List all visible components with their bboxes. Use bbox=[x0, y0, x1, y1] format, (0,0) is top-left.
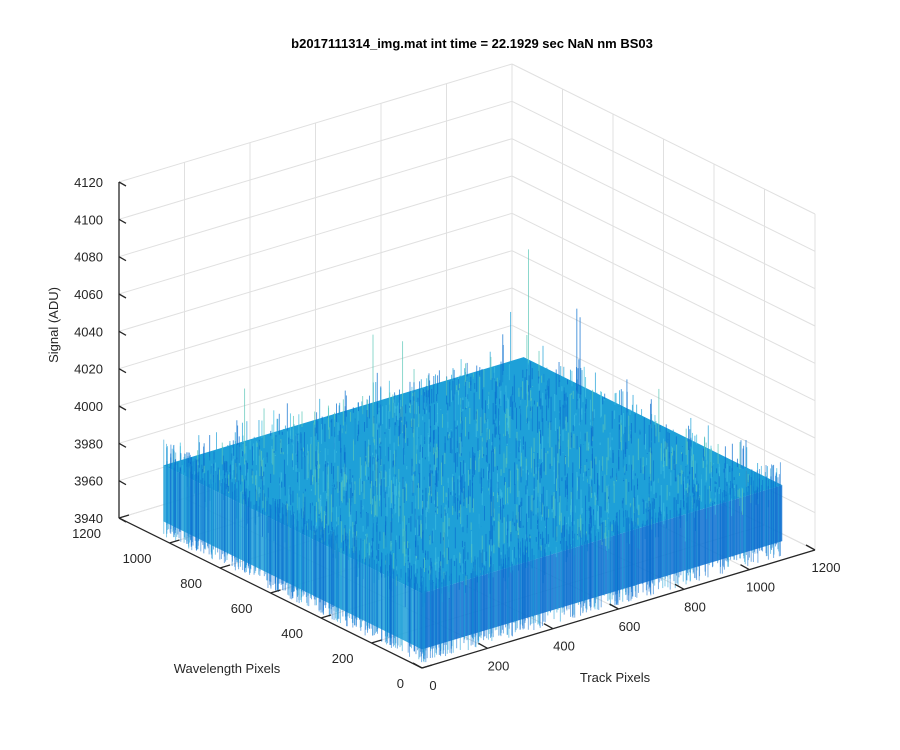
y-tick-mark bbox=[320, 614, 332, 619]
z-tick-label: 4100 bbox=[74, 212, 103, 227]
y-tick-mark bbox=[371, 639, 382, 644]
y-tick-label: 800 bbox=[180, 576, 202, 591]
z-tick-mark bbox=[118, 181, 127, 187]
y-tick-mark bbox=[169, 539, 180, 544]
x-tick-labels: 0 200 400 600 800 1000 1200 bbox=[412, 544, 841, 693]
x-axis-label: Track Pixels bbox=[580, 670, 651, 685]
z-axis-label: Signal (ADU) bbox=[46, 287, 61, 363]
x-tick-label: 1200 bbox=[812, 560, 841, 575]
y-tick-label: 400 bbox=[281, 626, 303, 641]
y-tick-label: 200 bbox=[332, 651, 354, 666]
x-tick-label: 800 bbox=[684, 599, 706, 614]
y-tick-label: 1200 bbox=[72, 526, 101, 541]
y-tick-label: 1000 bbox=[123, 551, 152, 566]
x-tick-label: 400 bbox=[553, 639, 575, 654]
x-tick-mark bbox=[412, 662, 423, 669]
z-tick-label: 3960 bbox=[74, 474, 103, 489]
x-tick-mark bbox=[543, 623, 554, 630]
z-tick-mark bbox=[118, 256, 127, 262]
z-tick-label: 4020 bbox=[74, 362, 103, 377]
x-tick-mark bbox=[805, 544, 816, 551]
y-tick-mark bbox=[270, 589, 281, 594]
z-tick-mark bbox=[118, 405, 127, 411]
z-tick-label: 4060 bbox=[74, 287, 103, 302]
surface bbox=[163, 249, 783, 663]
z-tick-mark bbox=[118, 330, 127, 336]
z-tick-label: 3940 bbox=[74, 511, 103, 526]
y-tick-mark bbox=[421, 664, 433, 669]
z-tick-mark bbox=[118, 368, 127, 374]
z-tick-mark bbox=[118, 442, 127, 448]
z-tick-mark bbox=[118, 293, 127, 299]
chart-title: b2017111314_img.mat int time = 22.1929 s… bbox=[291, 36, 653, 51]
z-tick-label: 4000 bbox=[74, 399, 103, 414]
y-tick-mark bbox=[219, 564, 231, 569]
x-tick-label: 0 bbox=[429, 678, 436, 693]
z-tick-mark bbox=[118, 218, 127, 224]
x-tick-label: 600 bbox=[619, 619, 641, 634]
y-axis-label: Wavelength Pixels bbox=[174, 661, 281, 676]
y-tick-labels: 0 200 400 600 800 1000 1200 bbox=[72, 514, 433, 691]
x-tick-label: 200 bbox=[488, 658, 510, 673]
x-tick-mark bbox=[609, 603, 619, 610]
z-tick-label: 4040 bbox=[74, 324, 103, 339]
z-tick-label: 4080 bbox=[74, 250, 103, 265]
x-tick-label: 1000 bbox=[746, 580, 775, 595]
x-tick-mark bbox=[478, 642, 488, 649]
y-tick-label: 0 bbox=[397, 676, 404, 691]
x-tick-mark bbox=[740, 564, 750, 571]
z-tick-labels: 3940 3960 3980 4000 4020 4040 4060 4080 4100 4120 bbox=[74, 175, 127, 526]
x-tick-mark bbox=[674, 583, 685, 590]
y-tick-mark bbox=[118, 514, 130, 519]
z-tick-label: 3980 bbox=[74, 436, 103, 451]
y-tick-label: 600 bbox=[231, 601, 253, 616]
z-tick-mark bbox=[118, 480, 127, 486]
z-tick-mark bbox=[118, 517, 127, 523]
z-tick-label: 4120 bbox=[74, 175, 103, 190]
